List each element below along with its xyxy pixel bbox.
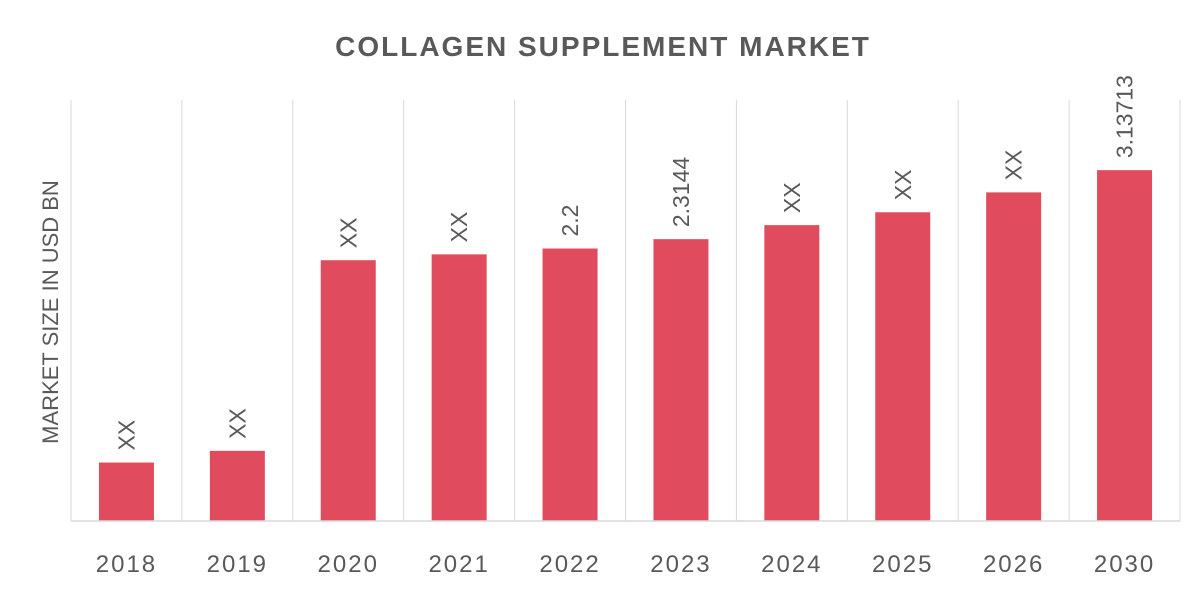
bar-2030 <box>1097 170 1153 521</box>
data-label-2019: XX <box>224 408 250 439</box>
x-tick-labels: 2018 2019 2020 2021 2022 2023 2024 2025 2026 2030 <box>96 551 1155 578</box>
x-tick-2026: 2026 <box>983 551 1044 578</box>
x-tick-2022: 2022 <box>539 551 600 578</box>
x-tick-2020: 2020 <box>318 551 379 578</box>
x-tick-2018: 2018 <box>96 551 157 578</box>
bar-2025 <box>875 212 931 521</box>
bar-2020 <box>320 260 376 521</box>
bars <box>98 170 1153 522</box>
data-label-2030: 3.13713 <box>1112 75 1138 158</box>
data-label-2025: XX <box>890 170 916 201</box>
bar-2021 <box>431 254 487 521</box>
bar-2022 <box>542 248 598 521</box>
x-tick-2019: 2019 <box>207 551 268 578</box>
bar-2023 <box>653 239 709 522</box>
data-label-2022: 2.2 <box>557 205 583 237</box>
data-label-2020: XX <box>335 218 361 249</box>
x-tick-2021: 2021 <box>428 551 489 578</box>
bar-2018 <box>98 462 154 521</box>
y-axis-label: MARKET SIZE IN USD BN <box>38 180 63 444</box>
data-labels: XX XX XX XX 2.2 2.3144 XX XX XX 3.13713 <box>113 75 1137 451</box>
data-label-2024: XX <box>779 182 805 213</box>
data-label-2018: XX <box>113 420 139 451</box>
x-tick-2024: 2024 <box>761 551 822 578</box>
chart-title: COLLAGEN SUPPLEMENT MARKET <box>335 31 871 62</box>
data-label-2021: XX <box>446 212 472 243</box>
gridlines <box>70 100 1181 521</box>
x-tick-2030: 2030 <box>1094 551 1155 578</box>
bar-2026 <box>986 192 1042 521</box>
x-tick-2025: 2025 <box>872 551 933 578</box>
bar-2024 <box>764 225 820 521</box>
bar-2019 <box>209 450 265 521</box>
x-tick-2023: 2023 <box>650 551 711 578</box>
data-label-2026: XX <box>1001 150 1027 181</box>
data-label-2023: 2.3144 <box>668 157 694 228</box>
